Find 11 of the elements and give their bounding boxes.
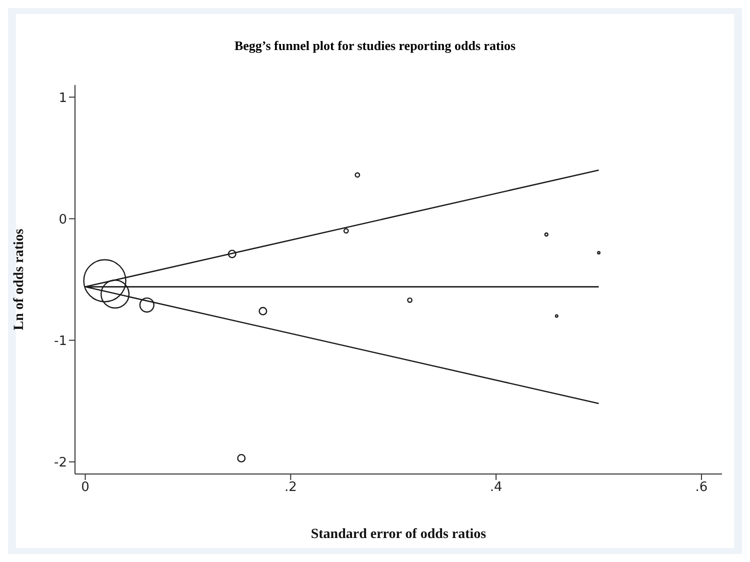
x-tick-label: .4 — [490, 480, 502, 496]
y-tick-label: 0 — [58, 212, 67, 228]
chart-title: Begg’s funnel plot for studies reporting odds ratios — [233, 38, 517, 54]
x-axis-title: Standard error of odds ratios — [310, 527, 487, 542]
x-tick-label: .6 — [695, 480, 708, 496]
y-tick-label: 1 — [58, 90, 67, 106]
y-axis-title: Ln of odds ratios — [12, 228, 27, 330]
y-tick-label: -1 — [54, 334, 67, 349]
x-tick-label: 0 — [81, 480, 90, 496]
y-tick-label: -2 — [54, 455, 67, 470]
x-tick-label: .2 — [284, 480, 297, 496]
